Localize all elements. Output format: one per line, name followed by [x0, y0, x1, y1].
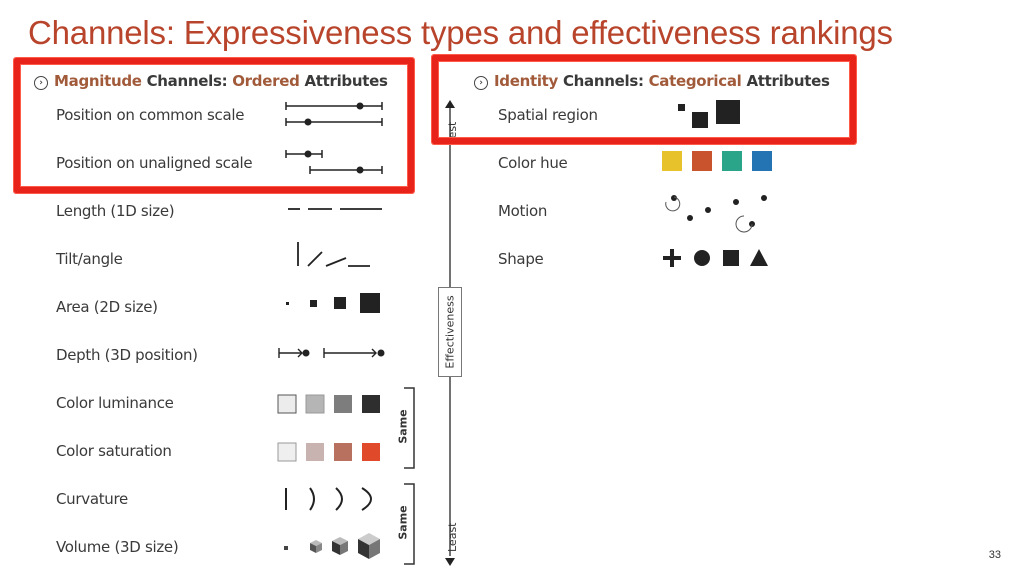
row-label: Color luminance [56, 394, 174, 412]
slide-title: Channels: Expressiveness types and effec… [28, 14, 893, 51]
arrow-circle-icon: › [34, 76, 48, 90]
depth-icon [278, 348, 385, 358]
axis-bottom-label: Least [446, 522, 459, 553]
area-icon [286, 293, 380, 313]
color-hue-icon [662, 151, 772, 171]
position-unaligned-scale-icon [285, 150, 383, 174]
row-label: Position on unaligned scale [56, 154, 253, 172]
row-label: Tilt/angle [56, 250, 123, 268]
identity-heading: › Identity Channels: Categorical Attribut… [474, 72, 830, 90]
volume-icon [284, 533, 380, 559]
row-label: Shape [498, 250, 544, 268]
same-bracket-icon [404, 483, 415, 565]
color-luminance-icon [277, 394, 380, 414]
highlight-box-identity [432, 55, 856, 144]
heading-kind: Magnitude [54, 72, 142, 90]
row-label: Volume (3D size) [56, 538, 179, 556]
row-label: Motion [498, 202, 548, 220]
row-label: Depth (3D position) [56, 346, 198, 364]
row-label: Color saturation [56, 442, 172, 460]
slide-number: 33 [988, 549, 1001, 561]
highlight-box-magnitude [14, 58, 414, 193]
tilt-angle-icon [297, 242, 370, 267]
row-label: Curvature [56, 490, 128, 508]
motion-icon [665, 195, 767, 233]
length-icon [288, 208, 382, 210]
spatial-region-icon [678, 100, 740, 128]
row-label: Length (1D size) [56, 202, 175, 220]
position-common-scale-icon [285, 102, 383, 126]
same-label: Same [396, 409, 410, 444]
same-label: Same [396, 505, 410, 540]
effectiveness-label-box: Effectiveness [438, 287, 462, 377]
row-label: Color hue [498, 154, 568, 172]
row-label: Area (2D size) [56, 298, 158, 316]
heading-tail: Attributes [741, 72, 830, 90]
row-label: Spatial region [498, 106, 598, 124]
heading-type: Categorical [648, 72, 742, 90]
magnitude-heading: › Magnitude Channels: Ordered Attributes [34, 72, 388, 90]
heading-kind: Identity [494, 72, 559, 90]
arrow-circle-icon: › [474, 76, 488, 90]
color-saturation-icon [277, 442, 380, 462]
effectiveness-label: Effectiveness [443, 295, 457, 369]
row-label: Position on common scale [56, 106, 245, 124]
heading-mid: Channels: [141, 72, 233, 90]
heading-type: Ordered [232, 72, 300, 90]
heading-tail: Attributes [299, 72, 388, 90]
same-bracket-icon [404, 387, 415, 469]
shape-icon [663, 249, 768, 267]
heading-mid: Channels: [558, 72, 649, 90]
curvature-icon [285, 487, 372, 511]
